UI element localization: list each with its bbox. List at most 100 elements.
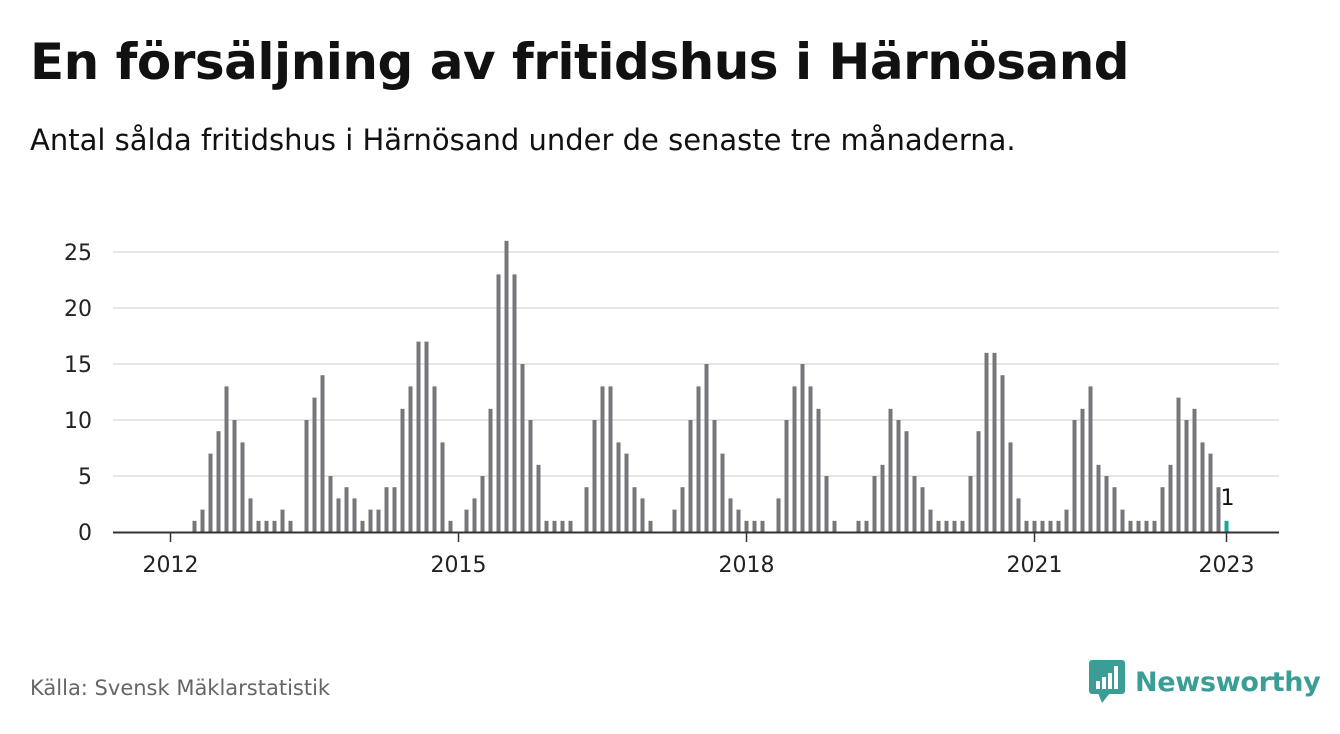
bar: [1112, 487, 1117, 532]
bar: [760, 520, 765, 532]
bar: [736, 509, 741, 532]
bar: [288, 520, 293, 532]
y-tick-label: 0: [78, 521, 92, 546]
bar: [632, 487, 637, 532]
bar: [872, 476, 877, 532]
annotations: 1: [1221, 486, 1235, 511]
bar: [240, 442, 245, 532]
bar: [248, 498, 253, 532]
bar: [1160, 487, 1165, 532]
bar: [328, 476, 333, 532]
bar: [880, 464, 885, 532]
bar: [816, 408, 821, 532]
bar: [856, 520, 861, 532]
bar: [1216, 487, 1221, 532]
bar: [504, 240, 509, 533]
newsworthy-logo-icon: [1089, 660, 1125, 703]
bars: [192, 240, 1229, 533]
bar: [712, 420, 717, 532]
bar: [920, 487, 925, 532]
bar: [912, 476, 917, 532]
bar: [928, 509, 933, 532]
bar: [952, 520, 957, 532]
bar: [896, 420, 901, 532]
bar: [560, 520, 565, 532]
bar: [1072, 420, 1077, 532]
bar: [672, 509, 677, 532]
bar: [1016, 498, 1021, 532]
brand-name: Newsworthy: [1135, 666, 1321, 698]
bar: [600, 386, 605, 532]
bar: [488, 408, 493, 532]
bar: [832, 520, 837, 532]
bar: [440, 442, 445, 532]
bar: [424, 341, 429, 532]
bar: [744, 520, 749, 532]
y-tick-label: 10: [64, 409, 92, 434]
bar: [544, 520, 549, 532]
latest-value-label: 1: [1221, 486, 1235, 511]
bar: [200, 509, 205, 532]
bar: [208, 453, 213, 532]
bar: [1192, 408, 1197, 532]
bar: [264, 520, 269, 532]
x-tick-label: 2023: [1199, 553, 1255, 578]
bar: [1200, 442, 1205, 532]
bar-latest: [1224, 520, 1229, 532]
bar: [536, 464, 541, 532]
x-axis-ticks: 2012 2015 2018 2021 2023: [143, 532, 1255, 578]
chart-title: En försäljning av fritidshus i Härnösand: [30, 33, 1130, 91]
bar: [640, 498, 645, 532]
bar: [1128, 520, 1133, 532]
chart-subtitle: Antal sålda fritidshus i Härnösand under…: [30, 123, 1016, 157]
bar: [1120, 509, 1125, 532]
bar: [680, 487, 685, 532]
bar: [352, 498, 357, 532]
bar: [616, 442, 621, 532]
bar: [272, 520, 277, 532]
bar: [280, 509, 285, 532]
bar: [624, 453, 629, 532]
bar: [1048, 520, 1053, 532]
bar: [792, 386, 797, 532]
bar: [824, 476, 829, 532]
bar: [984, 352, 989, 532]
bar: [688, 420, 693, 532]
bar: [784, 420, 789, 532]
bar: [520, 364, 525, 532]
bar: [336, 498, 341, 532]
bar: [568, 520, 573, 532]
bar: [696, 386, 701, 532]
bar: [344, 487, 349, 532]
bar: [1104, 476, 1109, 532]
bar: [976, 431, 981, 532]
bar: [776, 498, 781, 532]
bar: [1168, 464, 1173, 532]
y-tick-label: 20: [64, 297, 92, 322]
bar: [464, 509, 469, 532]
bar: [936, 520, 941, 532]
bar: [752, 520, 757, 532]
bar: [1056, 520, 1061, 532]
bar: [360, 520, 365, 532]
bar: [320, 375, 325, 532]
bar: [448, 520, 453, 532]
bar: [944, 520, 949, 532]
bar: [392, 487, 397, 532]
bar: [1176, 397, 1181, 532]
bar: [312, 397, 317, 532]
bar: [608, 386, 613, 532]
bar: [1080, 408, 1085, 532]
x-tick-label: 2012: [143, 553, 199, 578]
bar: [960, 520, 965, 532]
bar: [704, 364, 709, 532]
brand-logo: Newsworthy: [1089, 660, 1321, 704]
bar: [1208, 453, 1213, 532]
bar: [904, 431, 909, 532]
bar: [968, 476, 973, 532]
bar: [720, 453, 725, 532]
bar: [1096, 464, 1101, 532]
bar: [864, 520, 869, 532]
bar: [408, 386, 413, 532]
x-tick-label: 2018: [719, 553, 775, 578]
